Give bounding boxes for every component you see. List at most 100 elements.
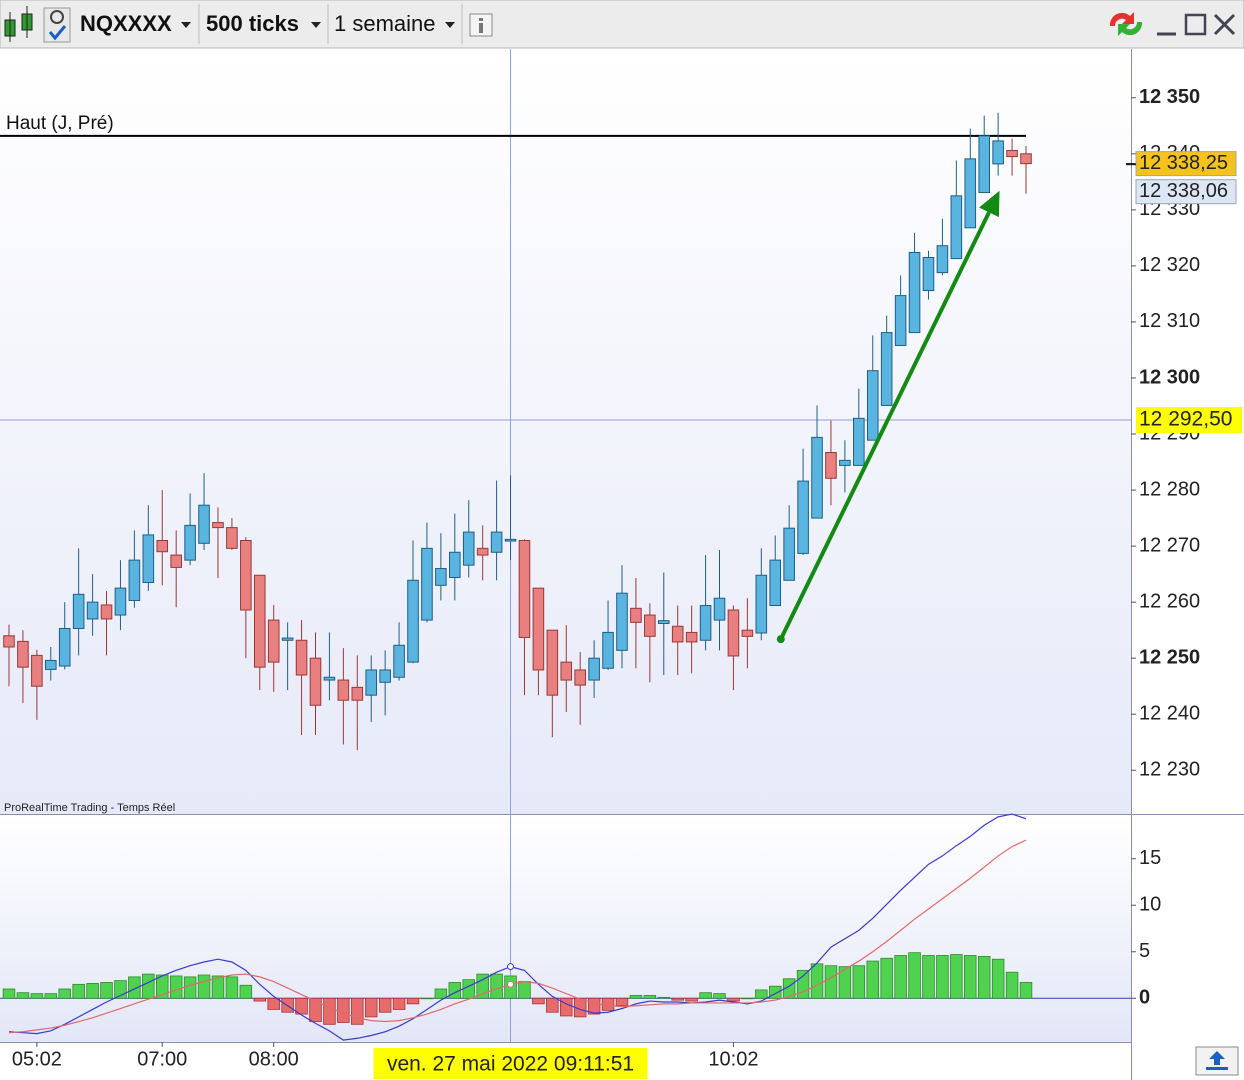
candle-body bbox=[170, 554, 182, 568]
candle-body bbox=[379, 669, 391, 683]
histogram-bar bbox=[518, 981, 531, 999]
histogram-bar bbox=[462, 979, 475, 999]
arrow-head bbox=[979, 190, 1000, 218]
histogram-bar bbox=[16, 992, 30, 999]
maximize-button[interactable] bbox=[1184, 13, 1207, 36]
y-tick-label: 12 280 bbox=[1139, 478, 1200, 500]
histogram-bar bbox=[295, 997, 308, 1015]
dropdown-arrow[interactable] bbox=[445, 22, 455, 28]
histogram-bar bbox=[643, 995, 657, 999]
candle-body bbox=[72, 593, 85, 629]
candle-body bbox=[616, 592, 628, 651]
price-tag-label: 12 338,06 bbox=[1139, 180, 1228, 202]
histogram-bar bbox=[671, 997, 684, 1001]
candle-body bbox=[727, 609, 740, 657]
price-panel bbox=[0, 49, 1131, 814]
candle-body bbox=[922, 256, 935, 292]
arrow-start bbox=[776, 635, 785, 644]
ticks-selector[interactable]: 500 ticks bbox=[206, 11, 299, 36]
candle-body bbox=[908, 251, 921, 334]
pin-icon[interactable] bbox=[43, 7, 71, 43]
candle-body bbox=[198, 504, 210, 544]
candle-body bbox=[449, 551, 461, 578]
histogram-bar bbox=[977, 956, 991, 999]
histogram-bar bbox=[392, 997, 406, 1010]
histogram-bar bbox=[755, 989, 768, 999]
y-tick-label: 12 270 bbox=[1139, 534, 1200, 556]
candle-body bbox=[825, 452, 837, 479]
candle-body bbox=[100, 604, 113, 620]
chart-type-icon[interactable] bbox=[4, 6, 33, 42]
histogram-bar bbox=[211, 975, 225, 999]
candle-body bbox=[226, 527, 238, 549]
candle-body bbox=[407, 579, 419, 663]
histogram-bar bbox=[2, 988, 16, 999]
dropdown-arrow[interactable] bbox=[181, 22, 191, 28]
candle-body bbox=[128, 559, 141, 601]
period-selector[interactable]: 1 semaine bbox=[334, 11, 436, 36]
candle-body bbox=[866, 370, 879, 441]
histogram-bar bbox=[58, 988, 71, 999]
candle-body bbox=[17, 640, 29, 668]
trend-arrow bbox=[779, 211, 991, 641]
histogram-bar bbox=[420, 997, 434, 1000]
candle-body bbox=[309, 657, 322, 706]
candle-body bbox=[365, 669, 378, 696]
candle-body bbox=[518, 540, 531, 638]
y-tick-label: 15 bbox=[1139, 847, 1161, 869]
dropdown-arrow[interactable] bbox=[311, 22, 321, 28]
candle-body bbox=[476, 547, 489, 556]
histogram-bar bbox=[796, 969, 810, 999]
candle-body bbox=[490, 531, 503, 553]
histogram-bar bbox=[337, 997, 350, 1023]
histogram-bar bbox=[44, 993, 58, 999]
instrument[interactable]: NQXXXX bbox=[80, 11, 172, 36]
crosshair-time-label: ven. 27 mai 2022 09:11:51 bbox=[387, 1053, 634, 1076]
candle-body bbox=[657, 620, 670, 624]
histogram-bar bbox=[155, 974, 169, 999]
close-button[interactable] bbox=[1213, 13, 1236, 36]
candle-body bbox=[546, 629, 559, 696]
candle-body bbox=[462, 531, 475, 566]
refresh-icon[interactable] bbox=[1109, 12, 1143, 36]
candle-body bbox=[1006, 149, 1018, 158]
candle-body bbox=[281, 637, 294, 641]
histogram-bar bbox=[866, 960, 880, 999]
price-tag bbox=[1135, 179, 1237, 205]
candle-body bbox=[630, 607, 642, 623]
info-icon[interactable] bbox=[469, 13, 493, 37]
candle-body bbox=[713, 597, 726, 621]
histogram-bar bbox=[114, 980, 127, 999]
y-tick-label: 12 260 bbox=[1139, 590, 1200, 612]
histogram-bar bbox=[86, 982, 99, 999]
candle-body bbox=[783, 527, 795, 581]
candle-body bbox=[560, 661, 573, 681]
histogram-bar bbox=[406, 997, 420, 1005]
candle-body bbox=[964, 158, 977, 229]
histogram-bar bbox=[239, 984, 253, 999]
price-tag bbox=[1135, 151, 1237, 177]
candle-body bbox=[45, 659, 57, 670]
candle-body bbox=[351, 686, 364, 701]
crosshair-point bbox=[507, 980, 515, 988]
candle-body bbox=[267, 619, 280, 663]
x-tick-label: 07:00 bbox=[137, 1048, 187, 1070]
histogram-bar bbox=[267, 997, 280, 1010]
scroll-button[interactable] bbox=[1195, 1046, 1239, 1076]
candle-body bbox=[532, 587, 545, 671]
x-tick-label: 05:02 bbox=[12, 1048, 62, 1070]
candle-body bbox=[1020, 153, 1032, 165]
crosshair-price-label: 12 292,50 bbox=[1139, 408, 1232, 431]
candle-body bbox=[699, 605, 712, 641]
candle-body bbox=[992, 140, 1004, 165]
candle-body bbox=[797, 480, 809, 554]
candle-body bbox=[295, 639, 308, 676]
indicator-line bbox=[8, 813, 1027, 1041]
candle-body bbox=[671, 625, 684, 643]
candle-body bbox=[644, 614, 656, 637]
candle-body bbox=[811, 436, 823, 519]
candle-body bbox=[323, 676, 336, 681]
histogram-bar bbox=[364, 997, 378, 1018]
